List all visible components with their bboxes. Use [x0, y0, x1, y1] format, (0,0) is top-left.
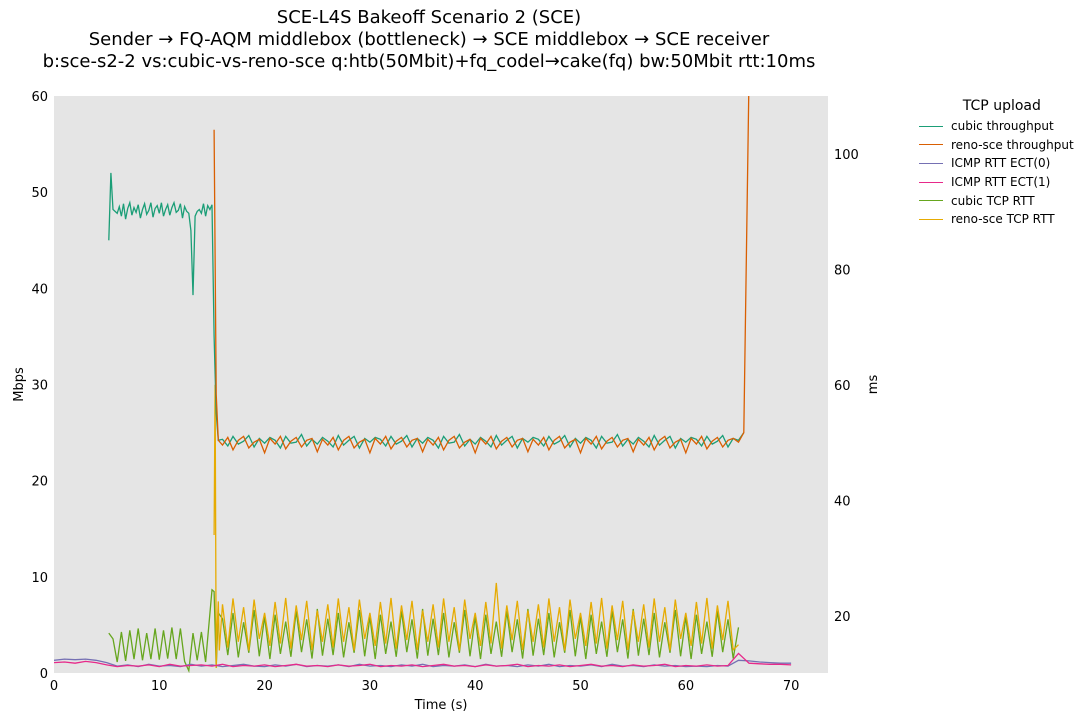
legend-item: ICMP RTT ECT(0) [912, 154, 1074, 173]
series-line-reno-sce-throughput [213, 96, 750, 455]
legend: TCP upload cubic throughput reno-sce thro… [912, 98, 1074, 229]
legend-label: reno-sce TCP RTT [951, 212, 1055, 227]
chart-subtitle: Sender → FQ-AQM middlebox (bottleneck) →… [88, 29, 770, 50]
legend-label: ICMP RTT ECT(1) [951, 175, 1051, 190]
legend-item: cubic TCP RTT [912, 191, 1074, 210]
legend-item: reno-sce TCP RTT [912, 210, 1074, 229]
x-axis-label: Time (s) [414, 698, 468, 713]
y2-tick-label: 60 [834, 379, 851, 394]
y2-axis-label: ms [866, 375, 881, 395]
y-axis-label: Mbps [12, 367, 27, 402]
y-tick-label: 40 [31, 282, 48, 297]
legend-swatch [919, 181, 943, 183]
chart-subtitle-params: b:sce-s2-2 vs:cubic-vs-reno-sce q:htb(50… [42, 51, 816, 72]
y-tick-label: 10 [31, 571, 48, 586]
x-tick-label: 10 [151, 679, 168, 694]
legend-item: cubic throughput [912, 117, 1074, 136]
legend-swatch [919, 218, 943, 220]
x-tick-label: 40 [467, 679, 484, 694]
y-tick-label: 20 [31, 475, 48, 490]
x-tick-label: 60 [678, 679, 695, 694]
x-tick-label: 20 [256, 679, 273, 694]
series-line-icmp-rtt-ect-0- [54, 658, 792, 668]
legend-label: cubic TCP RTT [951, 193, 1035, 208]
legend-swatch [919, 144, 943, 146]
legend-label: ICMP RTT ECT(0) [951, 156, 1051, 171]
y2-tick-label: 20 [834, 610, 851, 625]
y2-tick-label: 80 [834, 263, 851, 278]
x-tick-label: 30 [362, 679, 379, 694]
legend-item: ICMP RTT ECT(1) [912, 173, 1074, 192]
y-tick-label: 50 [31, 186, 48, 201]
legend-title: TCP upload [962, 98, 1041, 114]
series-line-icmp-rtt-ect-1- [54, 652, 792, 668]
series-line-cubic-throughput [108, 172, 745, 450]
legend-label: cubic throughput [951, 119, 1054, 134]
legend-swatch [919, 125, 943, 127]
legend-item: reno-sce throughput [912, 136, 1074, 155]
chart-title: SCE-L4S Bakeoff Scenario 2 (SCE) [276, 7, 582, 28]
y-tick-label: 0 [40, 667, 48, 682]
x-tick-label: 50 [572, 679, 589, 694]
y2-tick-label: 100 [834, 148, 859, 163]
y-tick-label: 30 [31, 379, 48, 394]
series-line-cubic-tcp-rtt [108, 588, 740, 673]
legend-label: reno-sce throughput [951, 137, 1074, 152]
y2-tick-label: 40 [834, 494, 851, 509]
series-line-reno-sce-tcp-rtt [213, 384, 739, 668]
x-tick-label: 0 [50, 679, 58, 694]
x-tick-label: 70 [783, 679, 800, 694]
y-tick-label: 60 [31, 90, 48, 105]
legend-swatch [919, 200, 943, 202]
plot-area [54, 96, 828, 673]
legend-swatch [919, 162, 943, 164]
